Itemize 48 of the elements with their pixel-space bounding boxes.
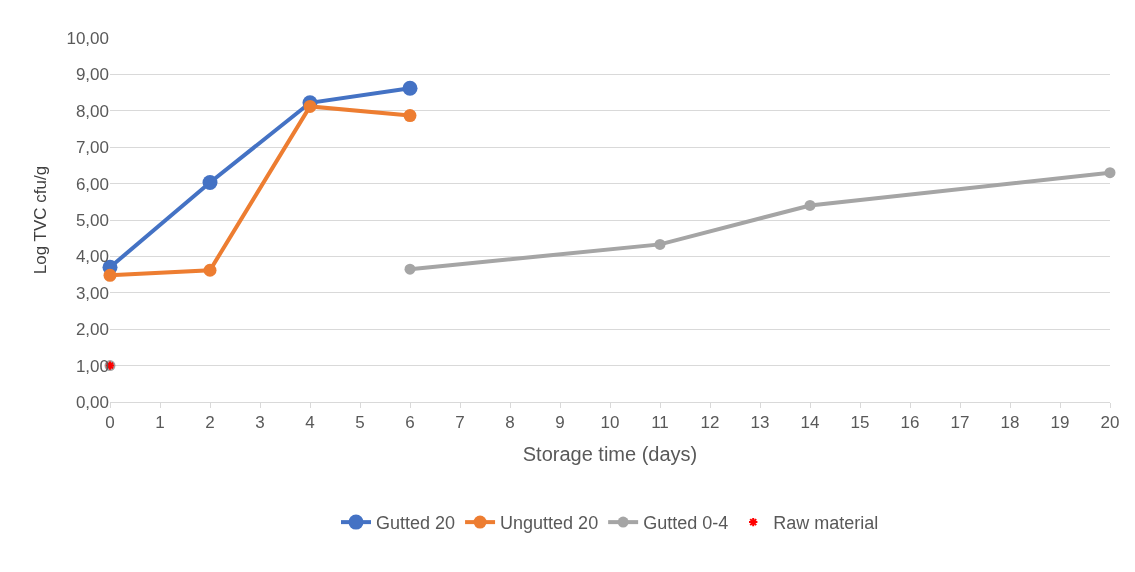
x-tick-label: 19 (1050, 413, 1070, 433)
x-tick-label: 16 (900, 413, 920, 433)
y-tick-label: 2,00 (75, 320, 109, 340)
point (303, 99, 317, 113)
point (654, 238, 666, 250)
x-tick-label: 18 (1000, 413, 1020, 433)
y-tick-label: 0,00 (75, 392, 109, 412)
y-tick-label: 5,00 (75, 210, 109, 230)
x-tick-label: 5 (355, 413, 365, 433)
y-tick-label: 3,00 (75, 283, 109, 303)
x-tick-label: 17 (950, 413, 970, 433)
x-tick-label: 0 (105, 413, 115, 433)
x-tick-label: 13 (750, 413, 770, 433)
x-tick-label: 6 (405, 413, 415, 433)
x-tick-label: 15 (850, 413, 870, 433)
point (203, 263, 217, 277)
legend-label: Ungutted 20 (500, 513, 599, 534)
x-tick-label: 2 (205, 413, 215, 433)
y-axis-title: Log TVC cfu/g (31, 165, 50, 275)
point (404, 263, 416, 275)
y-tick-label: 6,00 (75, 174, 109, 194)
x-tick-label: 11 (651, 413, 669, 433)
x-tick-label: 9 (555, 413, 565, 433)
x-tick-label: 1 (155, 413, 165, 433)
point (202, 175, 218, 190)
y-tick-label: 9,00 (75, 65, 109, 85)
x-tick-label: 20 (1100, 413, 1120, 433)
x-tick-label: 4 (305, 413, 315, 433)
x-tick-label: 14 (800, 413, 820, 433)
legend-label: Gutted 20 (376, 513, 456, 534)
y-tick-label: 4,00 (75, 247, 109, 267)
x-axis-title: Storage time (days) (522, 442, 698, 465)
x-tick-label: 8 (505, 413, 515, 433)
legend-label: Raw material (773, 513, 879, 534)
x-tick-label: 10 (600, 413, 620, 433)
x-tick-label: 3 (255, 413, 265, 433)
point (804, 199, 816, 211)
legend-label: Gutted 0-4 (643, 513, 729, 534)
y-tick-label: 10,00 (66, 28, 109, 48)
y-tick-label: 8,00 (75, 101, 109, 121)
y-tick-label: 7,00 (75, 138, 109, 158)
y-tick-label: 1,00 (75, 356, 109, 376)
x-tick-label: 12 (700, 413, 720, 433)
point (402, 80, 418, 96)
x-tick-label: 7 (455, 413, 465, 433)
point (403, 109, 417, 123)
point (1104, 167, 1116, 179)
point (103, 268, 117, 282)
